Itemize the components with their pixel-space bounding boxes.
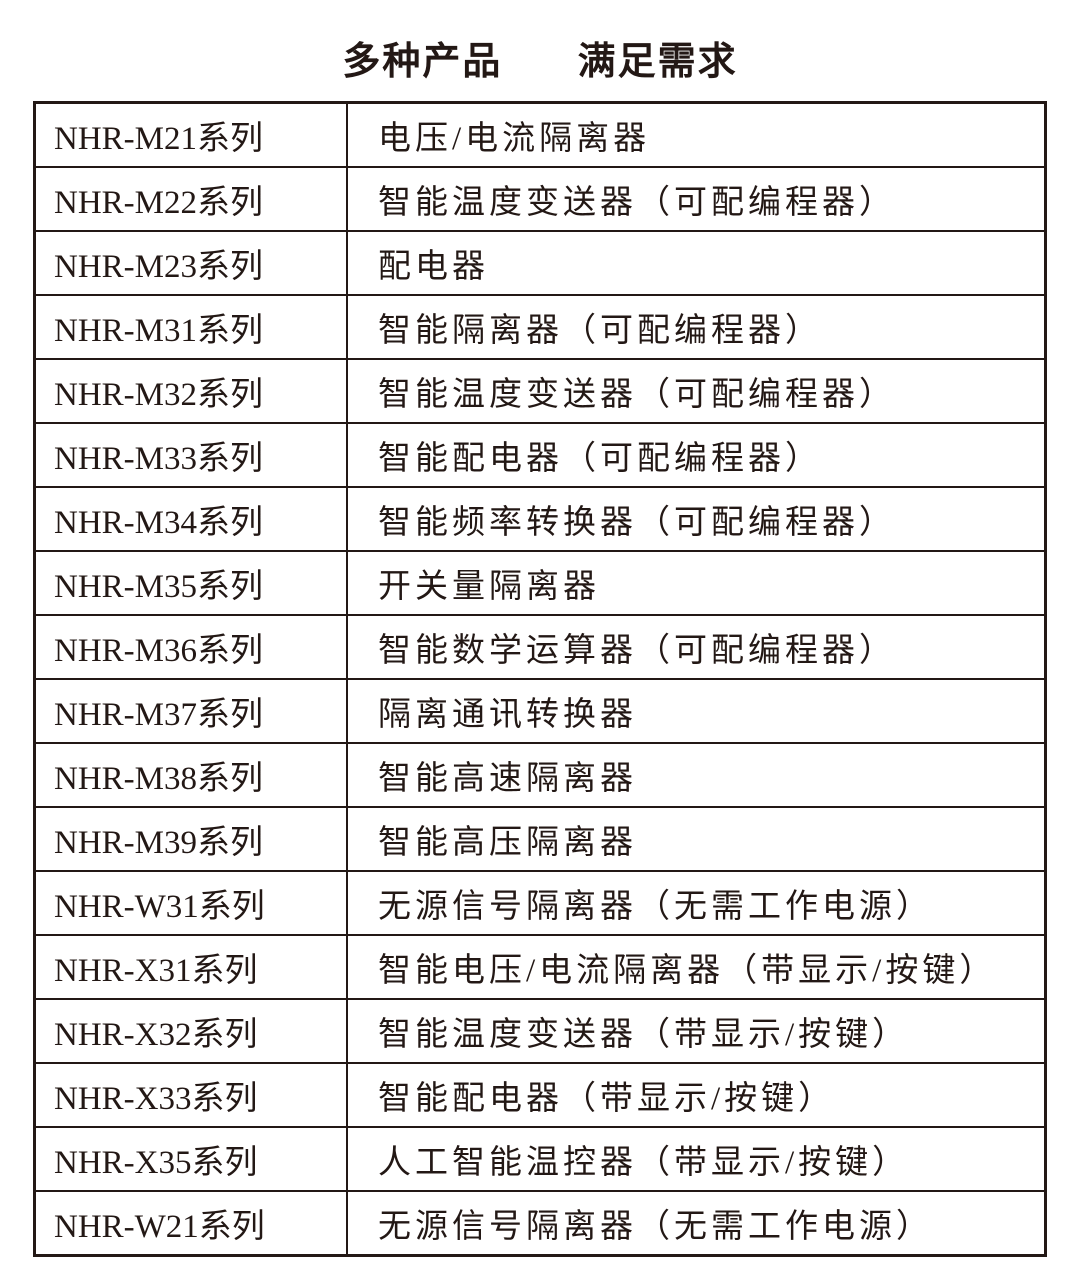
- title-right: 满足需求: [577, 39, 738, 83]
- table-row: NHR-W21系列 无源信号隔离器（无需工作电源）: [33, 1190, 1047, 1257]
- table-row: NHR-M33系列 智能配电器（可配编程器）: [33, 422, 1047, 488]
- table-row: NHR-M34系列 智能频率转换器（可配编程器）: [33, 486, 1047, 552]
- table-row: NHR-M39系列 智能高压隔离器: [33, 806, 1047, 872]
- description-cell: 智能高压隔离器: [346, 806, 1047, 872]
- model-cell: NHR-M36系列: [33, 614, 348, 680]
- model-cell: NHR-M37系列: [33, 678, 348, 744]
- table-row: NHR-X31系列 智能电压/电流隔离器（带显示/按键）: [33, 934, 1047, 1000]
- description-cell: 智能高速隔离器: [346, 742, 1047, 808]
- table-row: NHR-M37系列 隔离通讯转换器: [33, 678, 1047, 744]
- description-cell: 配电器: [346, 230, 1047, 296]
- model-cell: NHR-M23系列: [33, 230, 348, 296]
- model-cell: NHR-X33系列: [33, 1062, 348, 1128]
- table-row: NHR-M22系列 智能温度变送器（可配编程器）: [33, 166, 1047, 232]
- model-cell: NHR-M32系列: [33, 358, 348, 424]
- table-row: NHR-X35系列 人工智能温控器（带显示/按键）: [33, 1126, 1047, 1192]
- description-cell: 智能数学运算器（可配编程器）: [346, 614, 1047, 680]
- table-row: NHR-M38系列 智能高速隔离器: [33, 742, 1047, 808]
- model-cell: NHR-W21系列: [33, 1190, 348, 1257]
- description-cell: 智能温度变送器（可配编程器）: [346, 166, 1047, 232]
- model-cell: NHR-M39系列: [33, 806, 348, 872]
- description-cell: 智能温度变送器（可配编程器）: [346, 358, 1047, 424]
- model-cell: NHR-M38系列: [33, 742, 348, 808]
- description-cell: 无源信号隔离器（无需工作电源）: [346, 1190, 1047, 1257]
- description-cell: 智能频率转换器（可配编程器）: [346, 486, 1047, 552]
- description-cell: 隔离通讯转换器: [346, 678, 1047, 744]
- table-row: NHR-M23系列 配电器: [33, 230, 1047, 296]
- description-cell: 智能电压/电流隔离器（带显示/按键）: [346, 934, 1047, 1000]
- description-cell: 开关量隔离器: [346, 550, 1047, 616]
- table-row: NHR-M32系列 智能温度变送器（可配编程器）: [33, 358, 1047, 424]
- model-cell: NHR-W31系列: [33, 870, 348, 936]
- model-cell: NHR-M33系列: [33, 422, 348, 488]
- model-cell: NHR-M34系列: [33, 486, 348, 552]
- description-cell: 电压/电流隔离器: [346, 101, 1047, 168]
- table-row: NHR-W31系列 无源信号隔离器（无需工作电源）: [33, 870, 1047, 936]
- model-cell: NHR-X32系列: [33, 998, 348, 1064]
- model-cell: NHR-M21系列: [33, 101, 348, 168]
- model-cell: NHR-M31系列: [33, 294, 348, 360]
- table-row: NHR-M36系列 智能数学运算器（可配编程器）: [33, 614, 1047, 680]
- model-cell: NHR-M22系列: [33, 166, 348, 232]
- description-cell: 智能配电器（带显示/按键）: [346, 1062, 1047, 1128]
- table-row: NHR-M31系列 智能隔离器（可配编程器）: [33, 294, 1047, 360]
- description-cell: 智能隔离器（可配编程器）: [346, 294, 1047, 360]
- title-left: 多种产品: [342, 39, 503, 83]
- description-cell: 智能温度变送器（带显示/按键）: [346, 998, 1047, 1064]
- table-row: NHR-X32系列 智能温度变送器（带显示/按键）: [33, 998, 1047, 1064]
- model-cell: NHR-M35系列: [33, 550, 348, 616]
- model-cell: NHR-X35系列: [33, 1126, 348, 1192]
- table-row: NHR-M21系列 电压/电流隔离器: [33, 101, 1047, 168]
- table-row: NHR-X33系列 智能配电器（带显示/按键）: [33, 1062, 1047, 1128]
- description-cell: 智能配电器（可配编程器）: [346, 422, 1047, 488]
- description-cell: 人工智能温控器（带显示/按键）: [346, 1126, 1047, 1192]
- model-cell: NHR-X31系列: [33, 934, 348, 1000]
- page-title: 多种产品 满足需求: [0, 30, 1080, 85]
- description-cell: 无源信号隔离器（无需工作电源）: [346, 870, 1047, 936]
- table-row: NHR-M35系列 开关量隔离器: [33, 550, 1047, 616]
- product-table: NHR-M21系列 电压/电流隔离器 NHR-M22系列 智能温度变送器（可配编程器）…: [33, 101, 1047, 1257]
